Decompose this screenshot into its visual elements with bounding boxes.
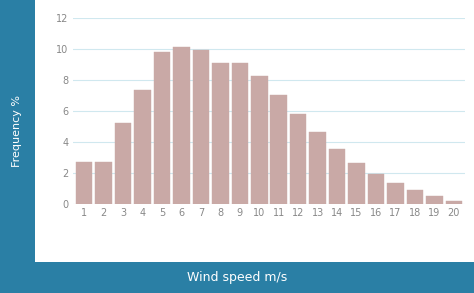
Bar <box>251 76 267 204</box>
Bar <box>95 162 112 204</box>
Bar <box>173 47 190 204</box>
Bar <box>154 52 170 204</box>
Bar <box>329 149 346 204</box>
Bar <box>231 62 248 204</box>
Text: Frequency %: Frequency % <box>12 95 22 167</box>
Bar <box>271 95 287 204</box>
Bar <box>446 200 462 204</box>
Bar <box>426 196 443 204</box>
Bar <box>387 183 404 204</box>
Bar <box>348 163 365 204</box>
Bar <box>192 50 209 204</box>
Bar <box>134 91 151 204</box>
Bar <box>310 132 326 204</box>
Bar <box>368 174 384 204</box>
Bar <box>290 114 307 204</box>
Text: Wind speed m/s: Wind speed m/s <box>187 271 287 284</box>
Bar <box>115 123 131 204</box>
Bar <box>76 162 92 204</box>
Bar <box>407 190 423 204</box>
Bar <box>212 62 228 204</box>
